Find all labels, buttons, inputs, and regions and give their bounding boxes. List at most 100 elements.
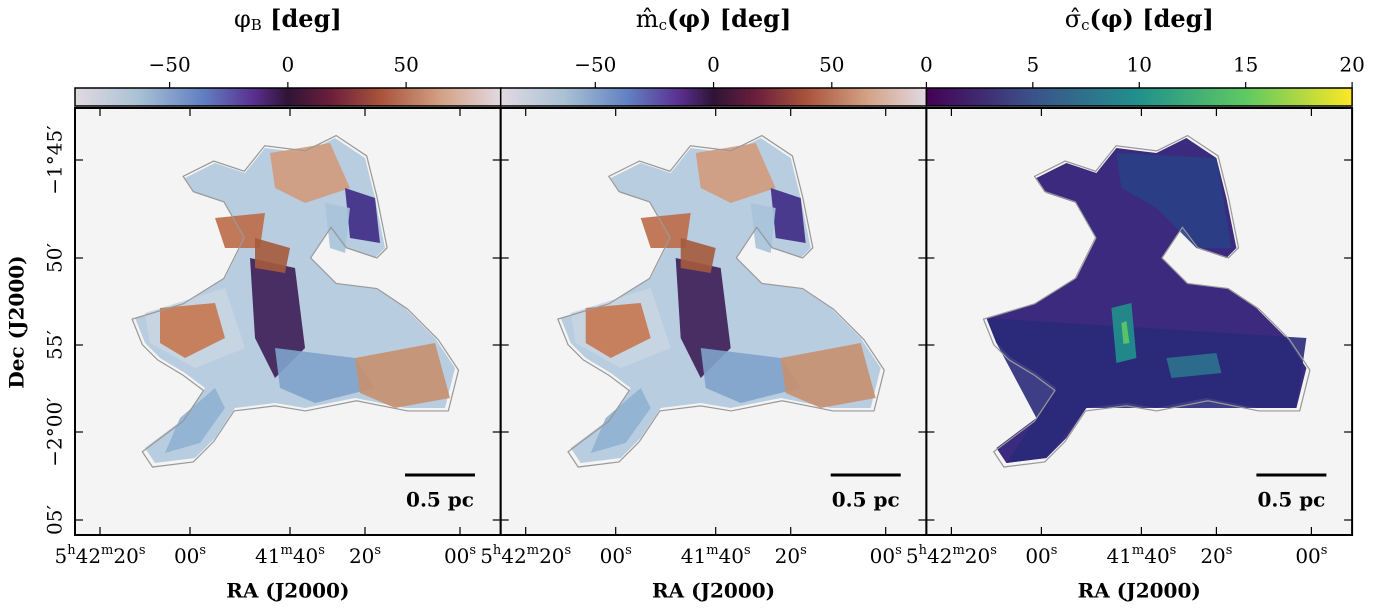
x-tick-label-part: 41 <box>255 544 280 568</box>
x-tick-label-part: 00 <box>870 544 895 568</box>
x-tick-label-part: 00 <box>600 544 625 568</box>
map-patch <box>590 388 651 453</box>
x-tick-label: 41m40s <box>1106 543 1176 568</box>
x-tick-label-part: s <box>625 543 632 558</box>
x-tick-label-part: s <box>895 543 902 558</box>
x-axis-label: RA (J2000) <box>226 579 349 603</box>
x-tick-label-part: 40 <box>293 544 318 568</box>
x-tick-label-part: 5 <box>480 544 493 568</box>
x-tick-label-part: 20 <box>349 544 374 568</box>
map-patch <box>270 143 350 203</box>
x-tick-label-part: h <box>919 543 928 558</box>
x-tick-label: 00s <box>444 543 476 568</box>
colorbar-tick-label: 20 <box>1339 53 1364 77</box>
x-tick-label-part: 40 <box>1144 544 1169 568</box>
x-tick-label-part: 40 <box>719 544 744 568</box>
title-text: [deg] <box>262 4 342 33</box>
x-tick-label-part: 20 <box>539 544 564 568</box>
map-patch <box>1121 321 1130 344</box>
title-text: (φ) [deg] <box>1089 4 1213 33</box>
x-tick-label-part: 42 <box>927 544 952 568</box>
title-subscript: B <box>251 16 262 34</box>
scale-bar-label: 0.5 pc <box>832 488 900 512</box>
panel-title: σ̂c(φ) [deg] <box>1065 4 1214 35</box>
panel-title: m̂c(φ) [deg] <box>636 4 792 35</box>
x-tick-label: 00s <box>1025 543 1057 568</box>
x-tick-label: 20s <box>775 543 807 568</box>
map-patch <box>750 203 776 253</box>
map-patch <box>325 203 350 253</box>
x-axis-label: RA (J2000) <box>652 579 775 603</box>
title-text: m̂ <box>636 5 659 33</box>
x-tick-label: 00s <box>870 543 902 568</box>
x-tick-label-part: m <box>1132 543 1144 558</box>
x-tick-label-part: s <box>990 543 997 558</box>
x-tick-label-part: s <box>744 543 751 558</box>
colorbar <box>499 87 928 107</box>
x-tick-label-part: 00 <box>174 544 199 568</box>
x-tick-label: 41m40s <box>255 543 325 568</box>
x-tick-label: 00s <box>174 543 206 568</box>
map-patch <box>695 143 776 203</box>
map-patch <box>255 238 290 273</box>
colorbar-tick-label: 5 <box>1026 53 1039 77</box>
colorbar <box>74 87 502 107</box>
x-tick-label-part: s <box>1321 543 1328 558</box>
colorbar-tick-label: 0 <box>920 53 933 77</box>
x-tick-label-part: 5 <box>54 544 67 568</box>
colorbar <box>925 87 1353 107</box>
map-patch <box>585 303 651 358</box>
x-tick-label-part: m <box>952 543 964 558</box>
x-tick-label-part: 41 <box>681 544 706 568</box>
x-tick-label: 00s <box>1295 543 1327 568</box>
map-patch <box>780 343 876 408</box>
x-tick-label-part: 41 <box>1106 544 1131 568</box>
x-tick-label-part: s <box>1226 543 1233 558</box>
x-tick-label-part: m <box>101 543 113 558</box>
title-text: σ̂ <box>1065 5 1081 33</box>
map <box>982 134 1311 468</box>
title-subscript: c <box>659 16 667 34</box>
x-tick-label-part: s <box>199 543 206 558</box>
x-tick-label-part: 00 <box>444 544 469 568</box>
scale-bar-label: 0.5 pc <box>406 488 474 512</box>
x-tick-label: 5h42m20s <box>906 543 997 568</box>
title-text: φ <box>234 5 251 33</box>
y-tick-label: 50′ <box>43 243 67 273</box>
x-tick-label-part: h <box>493 543 502 558</box>
x-tick-label-part: s <box>800 543 807 558</box>
map <box>131 134 460 468</box>
panel-title: φB [deg] <box>234 4 342 35</box>
x-tick-label-part: 42 <box>76 544 101 568</box>
title-text: (φ) [deg] <box>667 4 791 33</box>
panel-frame <box>925 107 1354 536</box>
x-tick-label-part: 20 <box>965 544 990 568</box>
map-patch <box>160 303 225 358</box>
x-tick-label-part: m <box>527 543 539 558</box>
x-tick-label-part: 42 <box>501 544 526 568</box>
map-patch <box>1116 153 1232 248</box>
x-tick-label: 41m40s <box>681 543 751 568</box>
x-tick-label-part: s <box>318 543 325 558</box>
y-tick-label: −1°45′ <box>43 125 67 195</box>
x-tick-label-part: 00 <box>1295 544 1320 568</box>
title-subscript: c <box>1081 16 1089 34</box>
map-patch <box>770 188 806 243</box>
x-tick-label-part: 20 <box>1200 544 1225 568</box>
scale-bar-label: 0.5 pc <box>1257 488 1325 512</box>
x-tick-label-part: 20 <box>775 544 800 568</box>
colorbar-tick-label: 0 <box>281 53 294 77</box>
x-tick-label-part: s <box>1051 543 1058 558</box>
x-tick-label: 00s <box>600 543 632 568</box>
x-tick-label-part: 5 <box>906 544 919 568</box>
map-patch <box>165 388 225 453</box>
x-tick-label-part: 20 <box>113 544 138 568</box>
x-tick-label-part: s <box>139 543 146 558</box>
colorbar-tick-label: 50 <box>393 53 418 77</box>
map-patch <box>986 318 1307 463</box>
colorbar-tick-label: 50 <box>819 53 844 77</box>
x-tick-label-part: s <box>469 543 476 558</box>
x-tick-label-part: 00 <box>1025 544 1050 568</box>
x-tick-label-part: s <box>565 543 572 558</box>
